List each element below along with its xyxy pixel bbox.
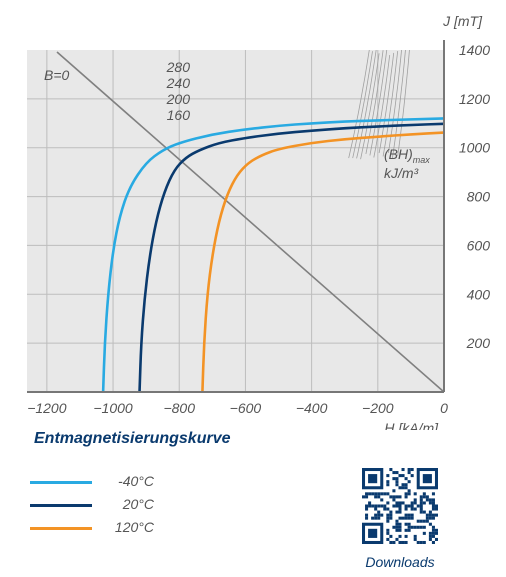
- load-line-label: B=0: [44, 67, 70, 83]
- y-axis-label: J [mT]: [442, 13, 483, 29]
- legend-label-120: 120°C: [114, 519, 154, 535]
- legend-label-minus40: -40°C: [118, 473, 154, 489]
- y-tick-label-1: 400: [467, 286, 491, 302]
- y-tick-label-2: 600: [467, 237, 491, 253]
- bh-curve-300: [365, 50, 384, 154]
- x-axis-label: H [kA/m]: [384, 420, 439, 430]
- series-line-2: [201, 131, 445, 393]
- bh-curve-320: [360, 53, 380, 160]
- legend-item-20: 20°C: [30, 493, 230, 516]
- y-tick-label-6: 1400: [459, 42, 490, 58]
- bh-curve-340: [356, 50, 377, 159]
- bh-annotation-sub: max: [413, 155, 431, 165]
- bh-curve-160: [397, 50, 410, 156]
- bh-curve-280: [369, 50, 388, 156]
- bh-label-200: 200: [166, 91, 191, 107]
- demagnetization-chart: −1200 −1000 −800 −600 −400 −200 0 200 400 600 800…: [27, 13, 490, 430]
- legend-swatch-20: [30, 504, 92, 507]
- grid: [27, 50, 444, 392]
- bh-label-160: 160: [167, 107, 191, 123]
- bh-curve-380: [348, 50, 370, 159]
- series-line-0: [101, 117, 445, 393]
- qr-code-icon[interactable]: [362, 468, 438, 544]
- bh-curve-180: [392, 50, 406, 159]
- x-tick-label-1: −1000: [93, 400, 133, 416]
- bh-label-240: 240: [166, 75, 191, 91]
- x-tick-label-3: −600: [230, 400, 262, 416]
- bh-curve-220: [382, 51, 399, 157]
- legend-swatch-minus40: [30, 481, 92, 484]
- x-tick-labels: −1200 −1000 −800 −600 −400 −200 0: [27, 400, 448, 416]
- legend-item-120: 120°C: [30, 516, 230, 539]
- bh-annotation-unit: kJ/m³: [384, 165, 419, 181]
- x-tick-label-0: −1200: [27, 400, 67, 416]
- legend-item-minus40: -40°C: [30, 470, 230, 493]
- bh-curve-240: [378, 52, 395, 154]
- series-group: [101, 117, 445, 393]
- legend-label-20: 20°C: [122, 496, 154, 512]
- bh-label-280: 280: [166, 59, 191, 75]
- chart-caption: Entmagnetisierungskurve: [34, 430, 231, 447]
- bh-curve-360: [352, 51, 373, 159]
- downloads-link[interactable]: Downloads: [365, 554, 435, 570]
- y-tick-label-5: 1200: [459, 91, 490, 107]
- load-line-b0: [56, 51, 445, 393]
- bh-curve-200: [388, 50, 402, 153]
- y-tick-labels: 200 400 600 800 1000 1200 1400: [459, 42, 490, 351]
- plot-area: [27, 50, 444, 392]
- legend: -40°C 20°C 120°C: [30, 470, 230, 539]
- x-tick-label-4: −400: [296, 400, 328, 416]
- y-tick-label-0: 200: [466, 335, 491, 351]
- bh-annotation: (BH)max: [384, 146, 430, 165]
- series-line-1: [138, 122, 445, 393]
- bh-max-curves: [348, 50, 410, 160]
- y-tick-label-4: 1000: [459, 140, 490, 156]
- x-tick-label-2: −800: [163, 400, 195, 416]
- x-tick-label-5: −200: [362, 400, 394, 416]
- legend-swatch-120: [30, 527, 92, 530]
- x-tick-label-6: 0: [440, 400, 448, 416]
- bh-annotation-text: (BH): [384, 146, 413, 162]
- bh-curve-260: [373, 55, 391, 158]
- y-tick-label-3: 800: [467, 189, 491, 205]
